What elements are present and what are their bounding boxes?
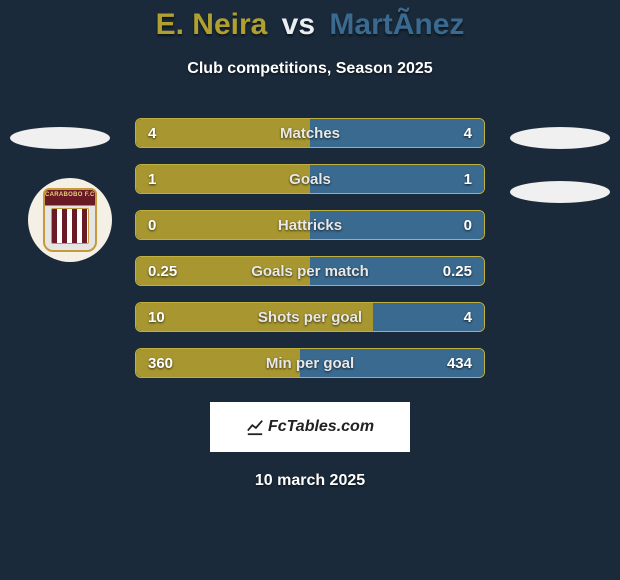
stat-bar-min-per-goal: 360 Min per goal 434 (135, 348, 485, 378)
comparison-title: E. Neira vs MartÃnez (0, 0, 620, 42)
subtitle: Club competitions, Season 2025 (0, 60, 620, 78)
stats-container: 4 Matches 4 1 Goals 1 0 Hattricks 0 0.25… (135, 118, 485, 378)
stat-bar-shots-per-goal: 10 Shots per goal 4 (135, 302, 485, 332)
stat-val-right: 0 (464, 211, 472, 239)
stat-bar-goals: 1 Goals 1 (135, 164, 485, 194)
player2-placeholder-1 (510, 127, 610, 149)
stat-bar-matches: 4 Matches 4 (135, 118, 485, 148)
club-badge-name: CARABOBO F.C. (45, 192, 95, 198)
brand-text: FcTables.com (268, 418, 374, 436)
stat-label: Goals per match (136, 257, 484, 285)
player1-club-badge-container: CARABOBO F.C. (28, 178, 112, 262)
date-line: 10 march 2025 (0, 472, 620, 490)
stat-val-right: 4 (464, 119, 472, 147)
player1-placeholder-1 (10, 127, 110, 149)
stat-label: Min per goal (136, 349, 484, 377)
stat-bar-hattricks: 0 Hattricks 0 (135, 210, 485, 240)
player1-name: E. Neira (156, 8, 268, 41)
title-vs: vs (282, 8, 315, 41)
stat-label: Shots per goal (136, 303, 484, 331)
chart-icon (246, 418, 264, 436)
stat-label: Goals (136, 165, 484, 193)
stat-label: Matches (136, 119, 484, 147)
stat-val-right: 434 (447, 349, 472, 377)
stat-val-right: 0.25 (443, 257, 472, 285)
stat-bar-goals-per-match: 0.25 Goals per match 0.25 (135, 256, 485, 286)
brand-box[interactable]: FcTables.com (210, 402, 410, 452)
stat-label: Hattricks (136, 211, 484, 239)
stat-val-right: 1 (464, 165, 472, 193)
club-badge: CARABOBO F.C. (43, 188, 97, 252)
player2-placeholder-2 (510, 181, 610, 203)
stat-val-right: 4 (464, 303, 472, 331)
player2-name: MartÃnez (329, 8, 464, 41)
